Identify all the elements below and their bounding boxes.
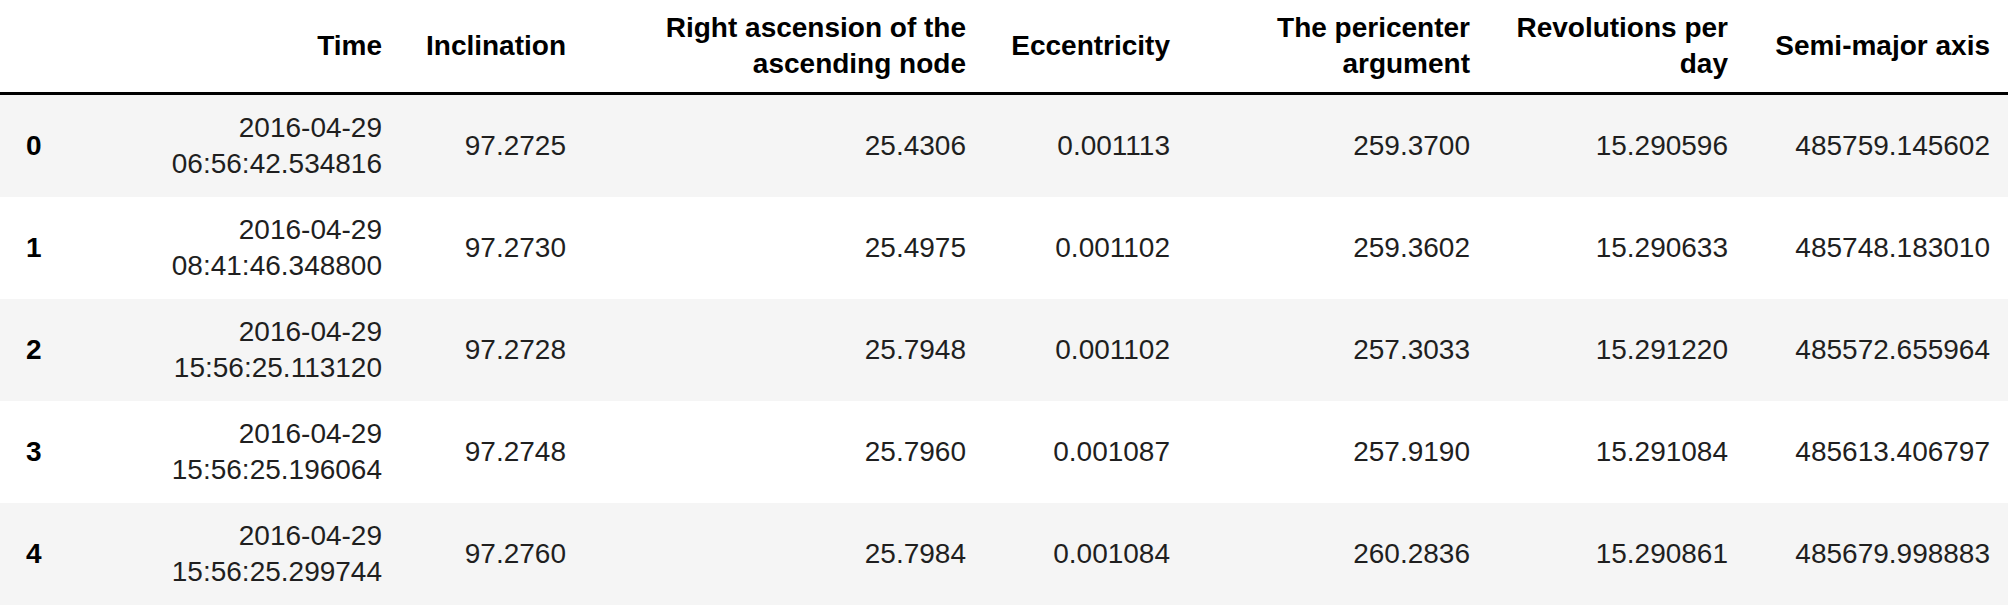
column-header-index	[0, 0, 64, 94]
cell-eccentricity: 0.001102	[984, 197, 1188, 299]
table-row: 3 2016-04-29 15:56:25.196064 97.2748 25.…	[0, 401, 2008, 503]
column-header-raan: Right ascension of the ascending node	[584, 0, 984, 94]
time-clock: 15:56:25.196064	[82, 452, 382, 488]
cell-inclination: 97.2725	[400, 94, 584, 198]
cell-time: 2016-04-29 06:56:42.534816	[64, 94, 400, 198]
table-row: 0 2016-04-29 06:56:42.534816 97.2725 25.…	[0, 94, 2008, 198]
column-header-pericenter-argument: The pericenter argument	[1188, 0, 1488, 94]
cell-raan: 25.7948	[584, 299, 984, 401]
cell-inclination: 97.2728	[400, 299, 584, 401]
cell-revolutions-per-day: 15.290861	[1488, 503, 1746, 605]
cell-eccentricity: 0.001102	[984, 299, 1188, 401]
cell-inclination: 97.2730	[400, 197, 584, 299]
time-date: 2016-04-29	[82, 110, 382, 146]
cell-inclination: 97.2748	[400, 401, 584, 503]
cell-pericenter-argument: 259.3700	[1188, 94, 1488, 198]
table-header: Time Inclination Right ascension of the …	[0, 0, 2008, 94]
time-clock: 06:56:42.534816	[82, 146, 382, 182]
column-header-inclination: Inclination	[400, 0, 584, 94]
dataframe-table: Time Inclination Right ascension of the …	[0, 0, 2008, 605]
cell-semi-major-axis: 485748.183010	[1746, 197, 2008, 299]
time-clock: 15:56:25.299744	[82, 554, 382, 590]
row-index: 0	[0, 94, 64, 198]
time-clock: 08:41:46.348800	[82, 248, 382, 284]
header-row: Time Inclination Right ascension of the …	[0, 0, 2008, 94]
cell-raan: 25.4975	[584, 197, 984, 299]
cell-pericenter-argument: 257.3033	[1188, 299, 1488, 401]
cell-revolutions-per-day: 15.291084	[1488, 401, 1746, 503]
cell-revolutions-per-day: 15.291220	[1488, 299, 1746, 401]
time-date: 2016-04-29	[82, 314, 382, 350]
cell-raan: 25.4306	[584, 94, 984, 198]
row-index: 3	[0, 401, 64, 503]
cell-revolutions-per-day: 15.290633	[1488, 197, 1746, 299]
table-row: 1 2016-04-29 08:41:46.348800 97.2730 25.…	[0, 197, 2008, 299]
table-row: 2 2016-04-29 15:56:25.113120 97.2728 25.…	[0, 299, 2008, 401]
cell-semi-major-axis: 485759.145602	[1746, 94, 2008, 198]
time-date: 2016-04-29	[82, 416, 382, 452]
cell-pericenter-argument: 257.9190	[1188, 401, 1488, 503]
cell-semi-major-axis: 485613.406797	[1746, 401, 2008, 503]
time-clock: 15:56:25.113120	[82, 350, 382, 386]
row-index: 2	[0, 299, 64, 401]
cell-time: 2016-04-29 15:56:25.113120	[64, 299, 400, 401]
cell-pericenter-argument: 259.3602	[1188, 197, 1488, 299]
cell-inclination: 97.2760	[400, 503, 584, 605]
column-header-eccentricity: Eccentricity	[984, 0, 1188, 94]
cell-eccentricity: 0.001113	[984, 94, 1188, 198]
row-index: 4	[0, 503, 64, 605]
table-body: 0 2016-04-29 06:56:42.534816 97.2725 25.…	[0, 94, 2008, 606]
cell-time: 2016-04-29 15:56:25.299744	[64, 503, 400, 605]
column-header-time: Time	[64, 0, 400, 94]
column-header-revolutions-per-day: Revolutions per day	[1488, 0, 1746, 94]
cell-time: 2016-04-29 08:41:46.348800	[64, 197, 400, 299]
cell-pericenter-argument: 260.2836	[1188, 503, 1488, 605]
column-header-semi-major-axis: Semi-major axis	[1746, 0, 2008, 94]
cell-time: 2016-04-29 15:56:25.196064	[64, 401, 400, 503]
cell-eccentricity: 0.001084	[984, 503, 1188, 605]
row-index: 1	[0, 197, 64, 299]
time-date: 2016-04-29	[82, 518, 382, 554]
cell-semi-major-axis: 485679.998883	[1746, 503, 2008, 605]
table-row: 4 2016-04-29 15:56:25.299744 97.2760 25.…	[0, 503, 2008, 605]
cell-eccentricity: 0.001087	[984, 401, 1188, 503]
time-date: 2016-04-29	[82, 212, 382, 248]
cell-raan: 25.7984	[584, 503, 984, 605]
cell-raan: 25.7960	[584, 401, 984, 503]
cell-semi-major-axis: 485572.655964	[1746, 299, 2008, 401]
cell-revolutions-per-day: 15.290596	[1488, 94, 1746, 198]
